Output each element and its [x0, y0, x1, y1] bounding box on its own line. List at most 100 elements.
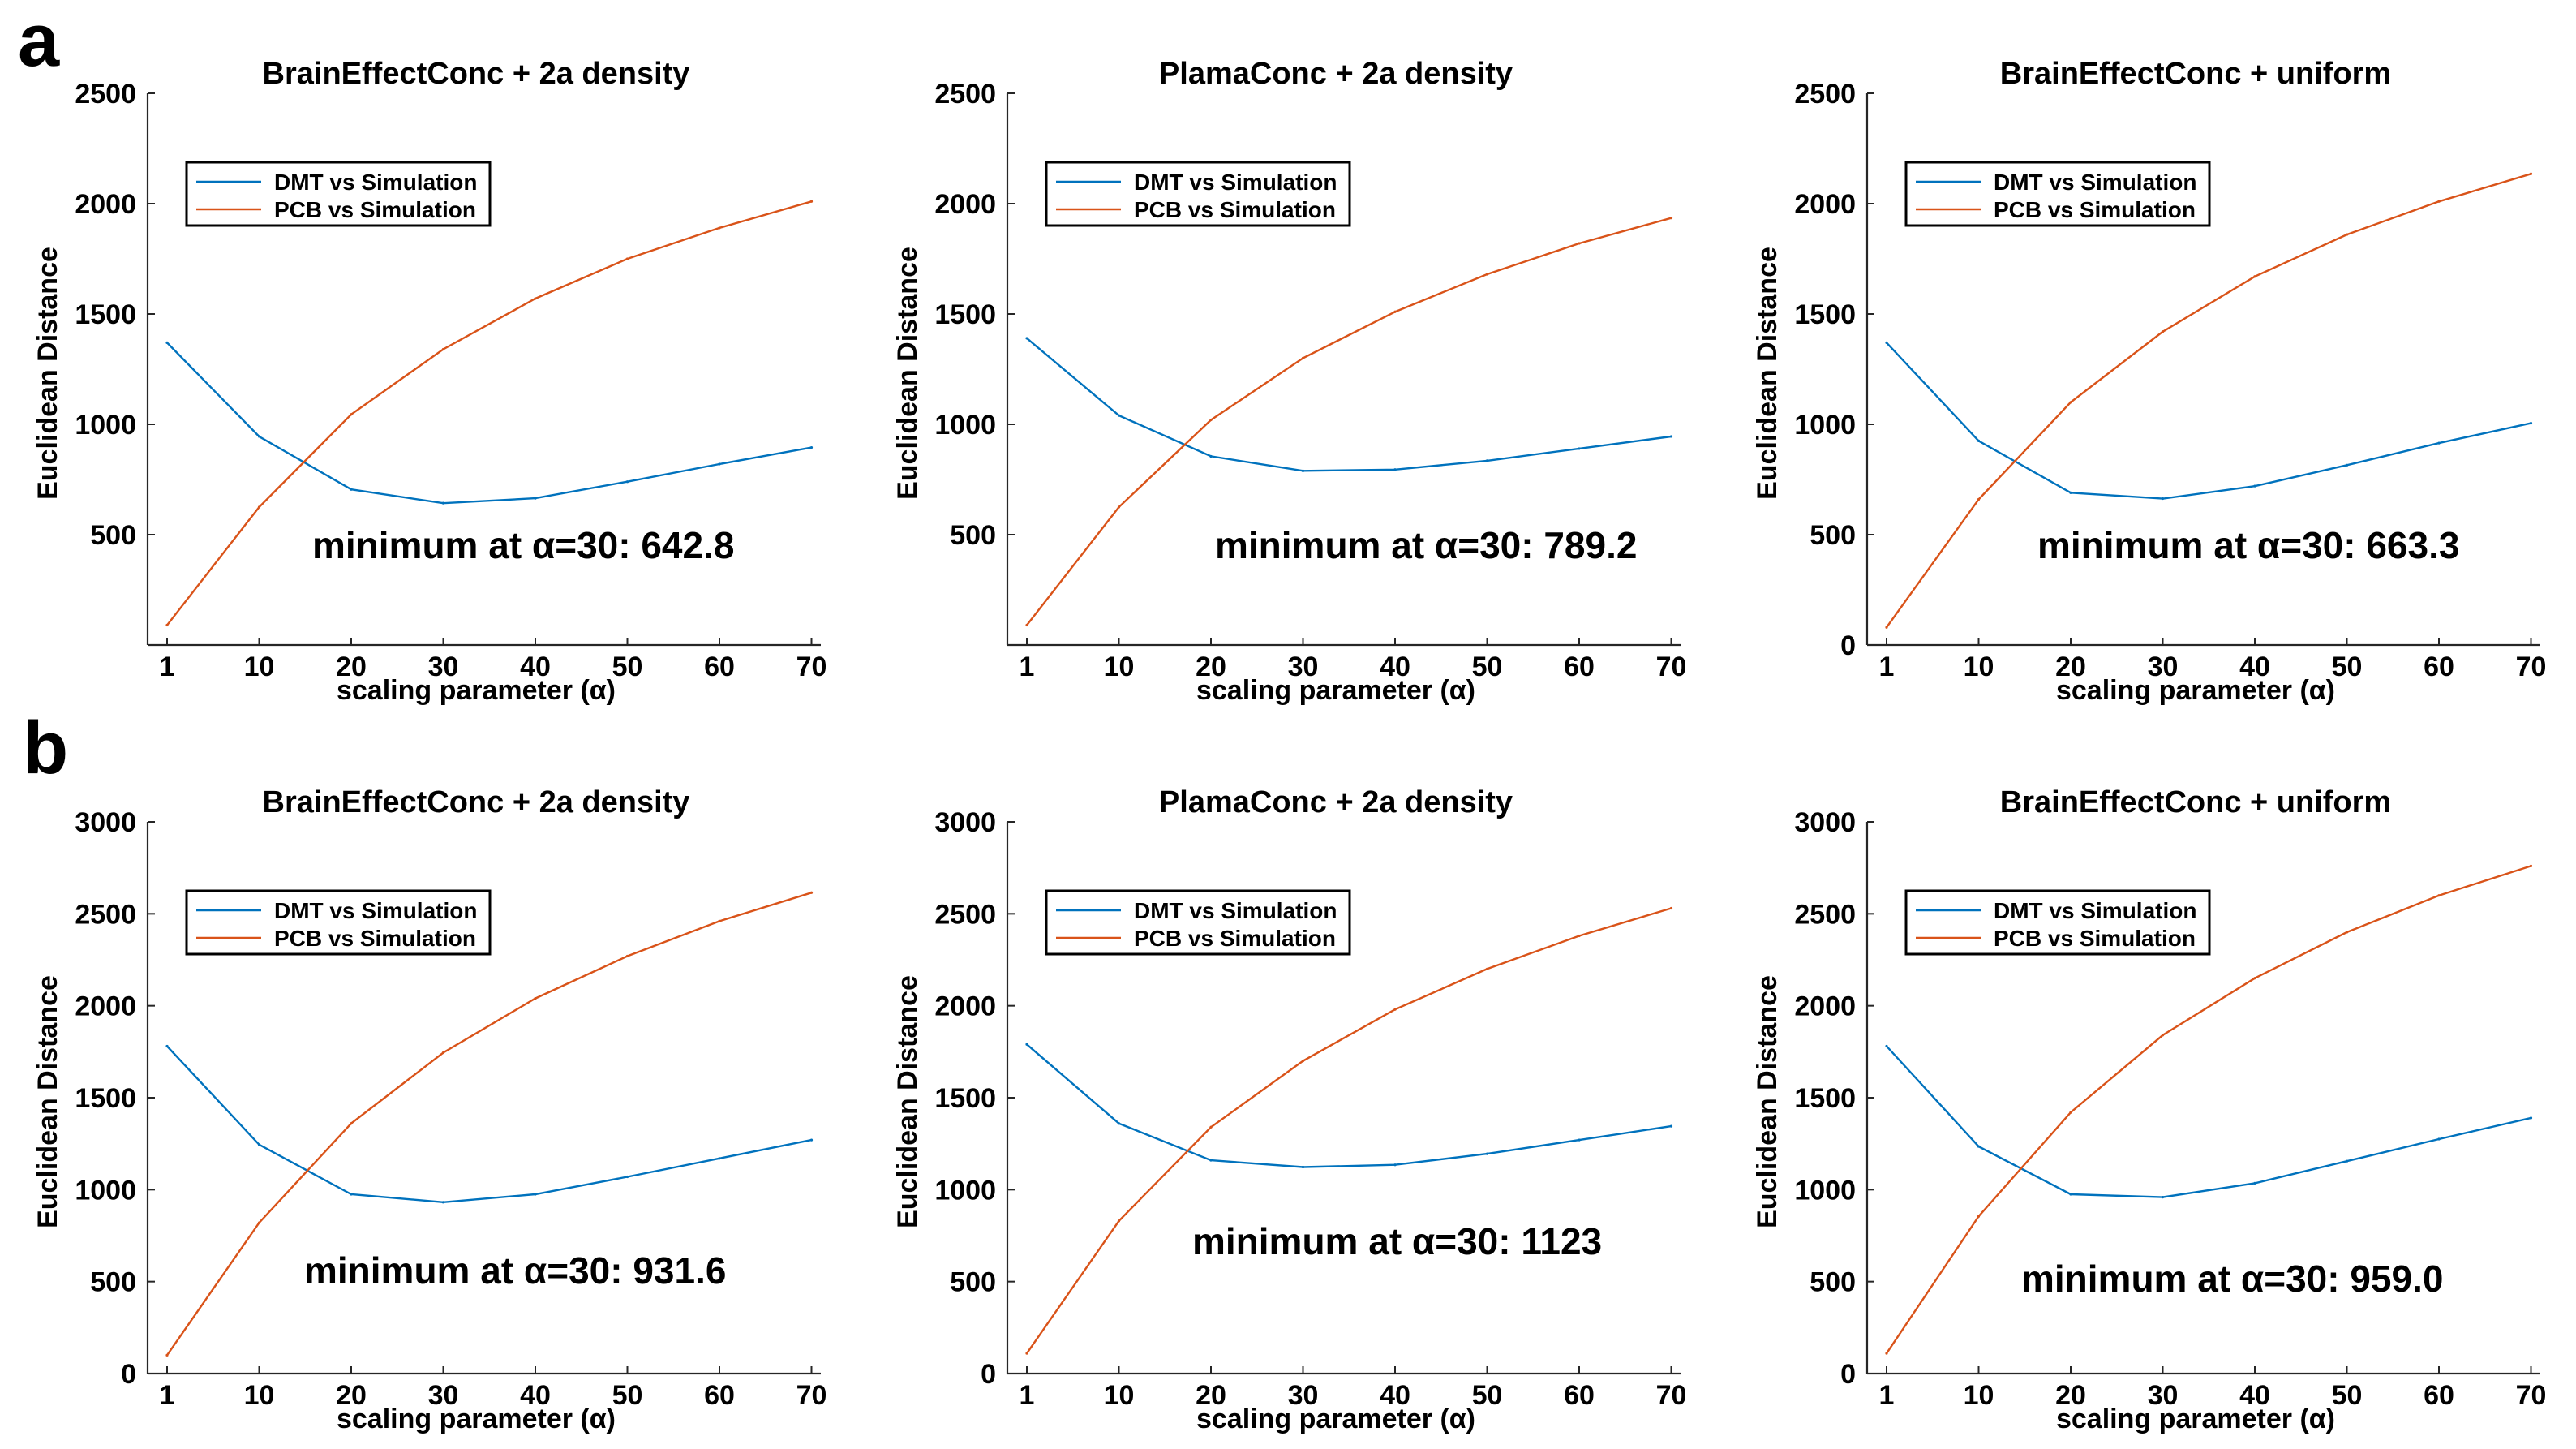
data-point	[2437, 1137, 2441, 1141]
data-point	[1578, 447, 1581, 450]
legend-box	[1904, 889, 2211, 956]
data-point	[1209, 1125, 1213, 1129]
x-tick-label: 20	[336, 1380, 367, 1411]
minimum-annotation: minimum at α=30: 663.3	[2037, 524, 2459, 566]
y-tick-label: 1000	[1794, 410, 1856, 441]
chart-panel: 500 1000 1500 2000 2500 1 10 20 30 40 50 60 70 PlamaC…	[892, 57, 1686, 706]
data-point	[441, 1051, 445, 1055]
y-tick-label: 500	[1810, 520, 1856, 551]
data-point	[1301, 1165, 1305, 1169]
x-tick-label: 30	[2148, 1380, 2179, 1411]
y-tick-label: 1500	[934, 1083, 996, 1114]
minimum-annotation: minimum at α=30: 931.6	[304, 1249, 726, 1292]
y-tick-label: 2500	[934, 899, 996, 930]
data-point	[718, 226, 721, 230]
data-point	[2253, 1181, 2256, 1185]
y-tick-label: 1500	[75, 1083, 136, 1114]
x-tick-label: 20	[2055, 1380, 2086, 1411]
y-tick-label: 2000	[75, 189, 136, 220]
data-point	[1977, 1215, 1981, 1218]
x-tick-label: 1	[1879, 1380, 1895, 1411]
data-point	[2437, 441, 2441, 445]
data-point	[1485, 273, 1489, 276]
x-tick-label: 60	[1564, 651, 1595, 682]
y-tick-label: 2000	[1794, 189, 1856, 220]
data-point	[1025, 337, 1028, 340]
data-point	[1885, 626, 1888, 629]
legend-label: DMT vs Simulation	[1134, 170, 1337, 195]
x-tick-label: 60	[1564, 1380, 1595, 1411]
data-point	[1025, 623, 1028, 627]
x-tick-label: 40	[520, 1380, 551, 1411]
y-tick-label: 1000	[934, 410, 996, 441]
series-line	[1026, 337, 1672, 472]
minimum-annotation: minimum at α=30: 1123	[1192, 1220, 1602, 1262]
data-point	[350, 413, 353, 416]
chart-panel: 0 500 1000 1500 2000 2500 3000 1 10 20 30 40 50 60 70 P…	[892, 785, 1686, 1434]
data-point	[1485, 967, 1489, 970]
chart-title: BrainEffectConc + 2a density	[263, 57, 690, 91]
data-point	[2069, 1193, 2072, 1196]
data-point	[1393, 468, 1397, 471]
y-tick-label: 1000	[934, 1175, 996, 1206]
data-point	[1025, 1043, 1028, 1046]
x-tick-label: 70	[1656, 651, 1687, 682]
series-line	[166, 892, 812, 1356]
data-point	[1301, 356, 1305, 359]
legend-label: DMT vs Simulation	[1994, 170, 2196, 195]
y-axis-label: Euclidean Distance	[1752, 247, 1783, 500]
data-point	[350, 1122, 353, 1125]
data-point	[2345, 1159, 2349, 1163]
data-point	[2529, 1116, 2533, 1120]
y-tick-label: 2000	[1794, 991, 1856, 1022]
x-tick-label: 40	[2239, 651, 2270, 682]
y-tick-label: 500	[90, 1267, 136, 1298]
x-tick-label: 10	[244, 651, 275, 682]
data-point	[809, 445, 814, 449]
x-tick-label: 20	[2055, 651, 2086, 682]
data-point	[257, 1221, 261, 1224]
y-tick-label: 2000	[934, 189, 996, 220]
x-tick-label: 60	[2424, 651, 2454, 682]
data-point	[2253, 275, 2256, 278]
y-tick-label: 0	[1840, 630, 1856, 661]
data-point	[441, 501, 445, 505]
data-point	[625, 257, 629, 260]
series-line	[166, 1045, 812, 1204]
data-point	[1117, 414, 1121, 417]
x-tick-label: 1	[160, 1380, 175, 1411]
chart-panel: 0 500 1000 1500 2000 2500 3000 1 10 20 30 40 50 60 70 B…	[32, 785, 826, 1434]
x-axis-label: scaling parameter (α)	[2056, 1404, 2335, 1434]
x-tick-label: 20	[336, 651, 367, 682]
x-tick-label: 50	[1472, 651, 1503, 682]
y-tick-label: 500	[90, 520, 136, 551]
x-tick-label: 1	[1879, 651, 1895, 682]
minimum-annotation: minimum at α=30: 789.2	[1215, 524, 1637, 566]
data-point	[165, 1044, 169, 1048]
y-tick-label: 0	[1840, 1359, 1856, 1390]
legend-label: PCB vs Simulation	[1994, 926, 2196, 951]
data-point	[534, 497, 537, 500]
series-line	[166, 342, 812, 505]
data-point	[1209, 1159, 1213, 1162]
data-point	[2345, 463, 2349, 467]
data-point	[1977, 439, 1981, 443]
data-point	[809, 200, 814, 203]
data-point	[2529, 422, 2533, 425]
y-tick-label: 1500	[934, 299, 996, 330]
legend-label: PCB vs Simulation	[274, 926, 476, 951]
data-point	[1977, 497, 1981, 501]
x-tick-label: 1	[1020, 651, 1035, 682]
x-tick-label: 50	[2332, 1380, 2363, 1411]
y-axis-label: Euclidean Distance	[892, 247, 923, 500]
chart-panel: 0 500 1000 1500 2000 2500 3000 1 10 20 30 40 50 60 70 B…	[1752, 785, 2546, 1434]
data-point	[1885, 1352, 1888, 1355]
data-point	[534, 997, 537, 1000]
y-tick-label: 1500	[1794, 1083, 1856, 1114]
x-tick-label: 1	[1020, 1380, 1035, 1411]
data-point	[2069, 1111, 2072, 1114]
data-point	[1393, 1008, 1397, 1011]
data-point	[1393, 310, 1397, 313]
data-point	[165, 623, 169, 627]
y-tick-label: 500	[950, 1267, 996, 1298]
